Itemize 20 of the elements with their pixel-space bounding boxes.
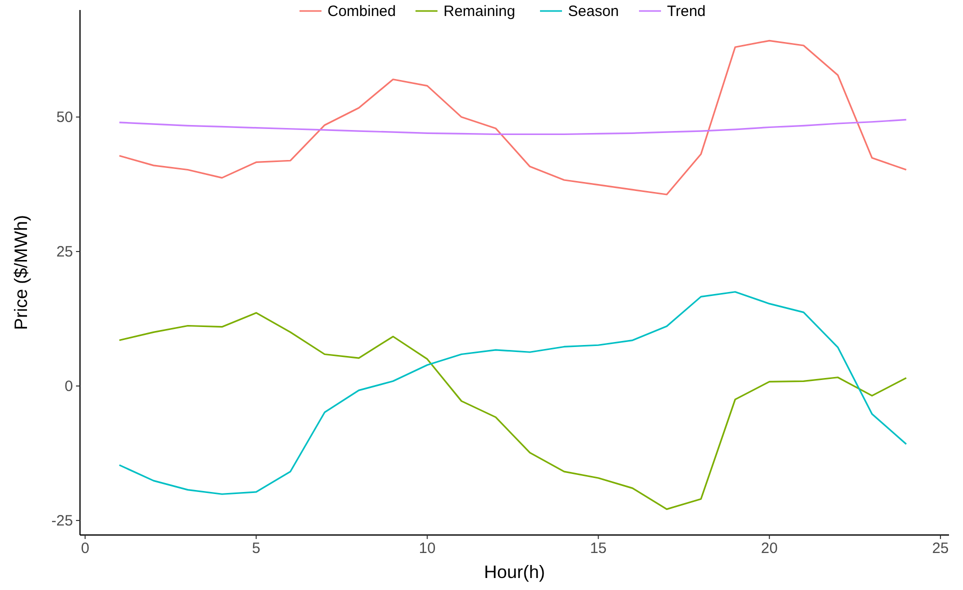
x-tick-label: 20 [761, 540, 778, 557]
x-tick-label: 15 [590, 540, 607, 557]
y-axis-title: Price ($/MWh) [11, 214, 31, 330]
x-tick-label: 0 [80, 540, 90, 557]
legend-label: Combined [328, 3, 396, 20]
legend-label: Trend [667, 3, 706, 20]
line-series [118, 291, 908, 495]
legend-label: Remaining [444, 3, 516, 20]
y-tick-label: 0 [64, 378, 73, 395]
y-tick-label: -25 [51, 512, 73, 530]
x-tick-label: 5 [252, 540, 260, 557]
line-series [118, 40, 908, 196]
x-axis-title: Hour(h) [484, 562, 546, 582]
y-tick-label: 25 [56, 244, 73, 261]
y-tick-label: 50 [56, 109, 73, 126]
x-tick-label: 25 [932, 540, 949, 557]
line-series [118, 118, 908, 136]
x-tick-label: 10 [418, 540, 436, 557]
legend-label: Season [568, 3, 619, 20]
line-series [118, 312, 908, 510]
